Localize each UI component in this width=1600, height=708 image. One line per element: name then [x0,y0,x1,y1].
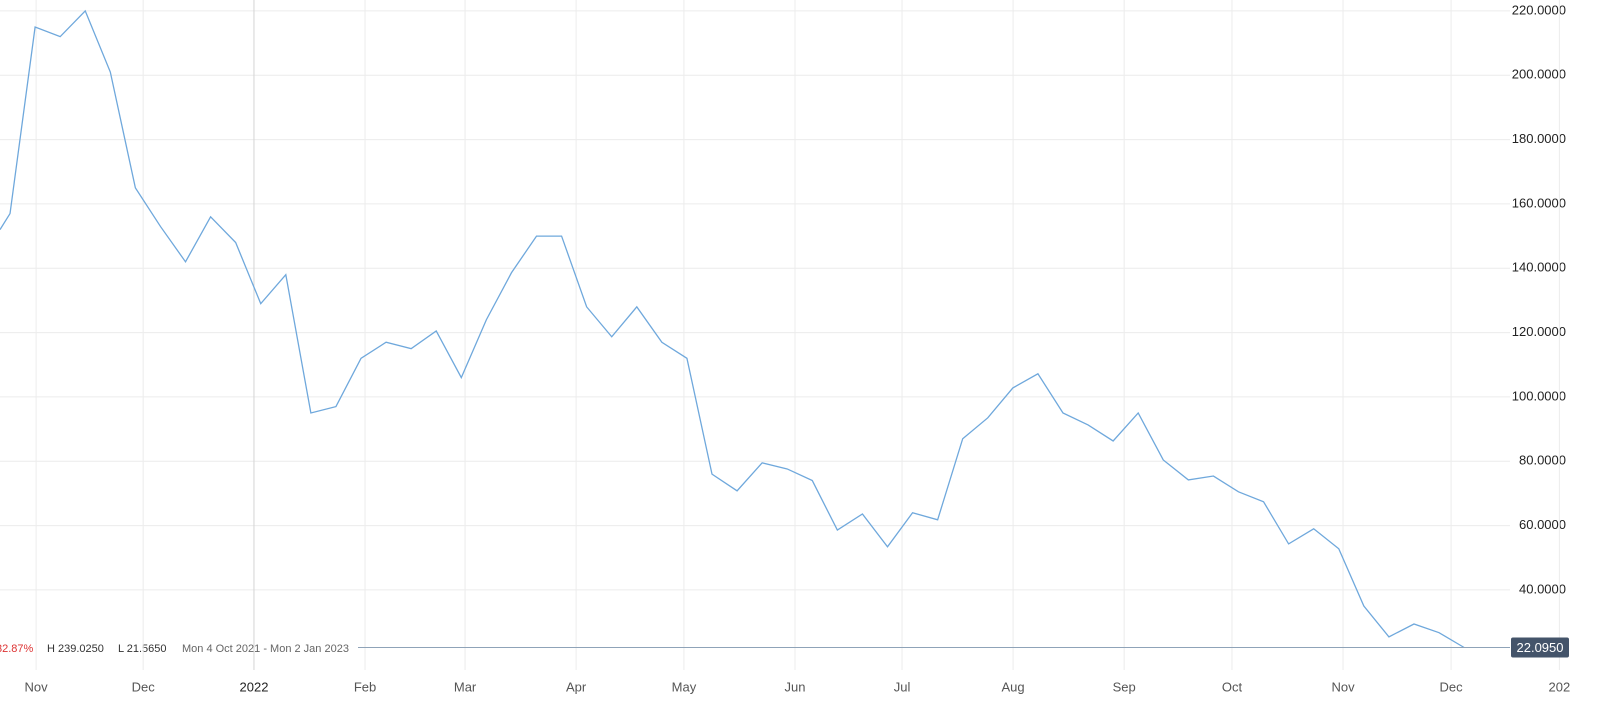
last-price-label: 22.0950 [1517,640,1564,655]
y-tick-label: 180.0000 [1512,131,1566,146]
low: L 21.5650 [118,643,167,655]
y-tick-label: 120.0000 [1512,324,1566,339]
y-tick-label: 160.0000 [1512,195,1566,210]
y-tick-label: 100.0000 [1512,388,1566,403]
x-tick-label: 202 [1549,679,1571,694]
x-tick-label: 2022 [240,679,269,694]
y-tick-label: 60.0000 [1519,517,1566,532]
x-tick-label: Jul [894,679,911,694]
x-tick-label: Apr [566,679,587,694]
price-line [0,9,1465,649]
y-tick-label: 80.0000 [1519,453,1566,468]
date-range: Mon 4 Oct 2021 - Mon 2 Jan 2023 [182,643,349,655]
y-tick-label: 200.0000 [1512,67,1566,82]
y-tick-label: 220.0000 [1512,2,1566,17]
change: 32.87% [0,643,34,655]
x-tick-label: Mar [454,679,477,694]
x-tick-label: Aug [1002,679,1025,694]
last-price-box [1511,637,1569,658]
x-tick-label: Dec [1440,679,1464,694]
x-tick-label: Jun [785,679,806,694]
x-tick-label: Feb [354,679,376,694]
x-tick-label: Sep [1113,679,1136,694]
y-tick-label: 40.0000 [1519,581,1566,596]
x-tick-label: Oct [1222,679,1243,694]
y-tick-label: 140.0000 [1512,260,1566,275]
x-tick-label: Nov [1331,679,1355,694]
x-tick-label: Nov [25,679,49,694]
x-tick-label: May [672,679,697,694]
x-tick-label: Dec [132,679,156,694]
high: H 239.0250 [47,643,104,655]
